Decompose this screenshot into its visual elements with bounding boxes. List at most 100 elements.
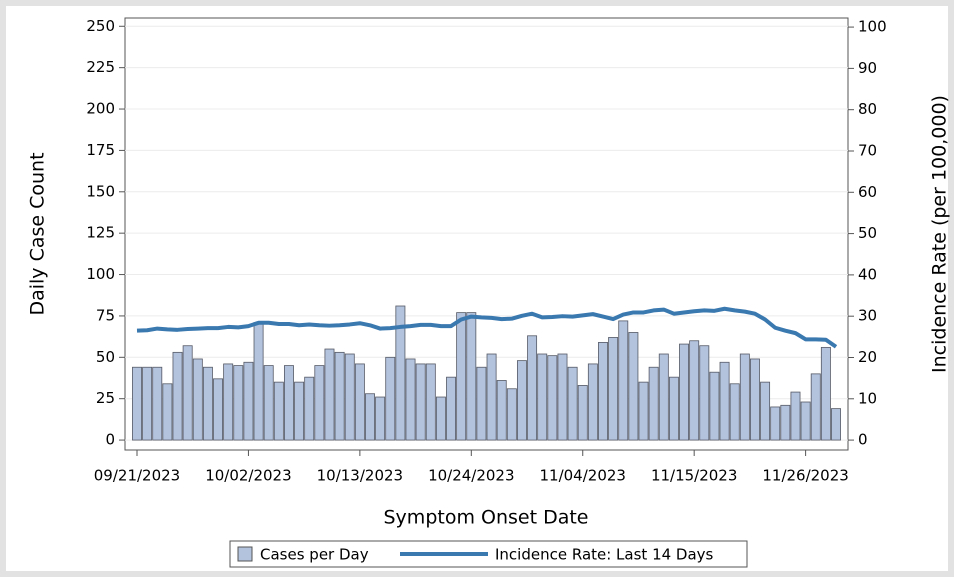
y-tick-label: 200 xyxy=(86,100,115,118)
bar xyxy=(142,366,153,441)
y-tick-label: 0 xyxy=(105,431,115,449)
bar xyxy=(294,381,305,441)
bar xyxy=(679,343,690,441)
bar xyxy=(162,383,173,441)
bar xyxy=(192,358,203,441)
bar xyxy=(314,365,325,441)
bar xyxy=(365,393,375,441)
bar xyxy=(567,366,578,441)
bar xyxy=(527,335,538,441)
bar xyxy=(820,346,831,441)
y2-tick-label: 30 xyxy=(858,307,877,325)
bar xyxy=(223,363,234,441)
y2-tick-label: 40 xyxy=(858,265,877,283)
bar xyxy=(506,388,517,441)
bar xyxy=(638,381,649,441)
y2-tick-label: 90 xyxy=(858,59,877,77)
bar xyxy=(587,363,598,441)
bar xyxy=(466,312,477,441)
bar xyxy=(648,366,659,441)
y2-tick-label: 10 xyxy=(858,389,877,407)
bar xyxy=(182,345,193,441)
bar xyxy=(132,366,142,441)
bar xyxy=(810,373,821,441)
y-tick-label: 25 xyxy=(96,389,115,407)
bar xyxy=(375,396,386,441)
bar xyxy=(689,340,700,441)
y2-tick-label: 100 xyxy=(858,18,887,36)
bar xyxy=(547,355,558,441)
x-tick-label: 10/13/2023 xyxy=(317,467,403,485)
x-tick-label: 11/26/2023 xyxy=(762,467,848,485)
bar xyxy=(263,365,274,441)
bar xyxy=(354,363,365,441)
bar xyxy=(496,380,507,441)
x-tick-label: 09/21/2023 xyxy=(94,467,180,485)
bar xyxy=(172,351,183,441)
bar xyxy=(699,345,710,441)
line xyxy=(136,306,838,349)
y2-tick-label: 80 xyxy=(858,100,877,118)
bar xyxy=(668,376,679,441)
bar xyxy=(385,356,396,441)
x-axis-title: Symptom Onset Date xyxy=(384,507,589,529)
x-tick-label: 11/15/2023 xyxy=(651,467,737,485)
bar xyxy=(557,353,568,441)
bar xyxy=(324,348,335,441)
x-tick-label: 10/02/2023 xyxy=(205,467,291,485)
y2-tick-label: 60 xyxy=(858,183,877,201)
legend-box xyxy=(229,540,748,568)
x-tick-label: 11/04/2023 xyxy=(540,467,626,485)
bar xyxy=(202,366,213,441)
y-tick-label: 100 xyxy=(86,265,115,283)
y2-tick-label: 70 xyxy=(858,141,877,159)
bar xyxy=(344,353,355,441)
bar xyxy=(435,396,446,441)
bar xyxy=(770,406,781,441)
bar xyxy=(608,337,619,441)
bar xyxy=(152,366,163,441)
bar xyxy=(729,383,740,441)
y-tick-label: 175 xyxy=(86,141,115,159)
y2-tick-label: 50 xyxy=(858,224,877,242)
bar xyxy=(598,342,608,441)
legend-swatch xyxy=(237,546,253,562)
bar xyxy=(831,408,841,441)
bar xyxy=(253,322,264,441)
bar xyxy=(233,365,244,441)
bar xyxy=(395,305,406,441)
y-tick-label: 150 xyxy=(86,182,115,200)
y-tick-label: 50 xyxy=(96,348,115,366)
bar xyxy=(456,312,467,441)
y2-tick-label: 0 xyxy=(858,431,868,449)
bar xyxy=(780,404,791,441)
bar xyxy=(739,353,750,441)
y-tick-label: 250 xyxy=(86,17,115,35)
y-tick-label: 75 xyxy=(96,306,115,324)
bar xyxy=(537,353,548,441)
bar xyxy=(628,332,639,441)
bar xyxy=(749,358,760,441)
bar xyxy=(425,363,436,441)
bar xyxy=(486,353,497,441)
bar xyxy=(304,376,315,441)
bar xyxy=(273,381,284,441)
legend-label: Incidence Rate: Last 14 Days xyxy=(495,546,714,564)
bar xyxy=(476,366,487,441)
x-tick-label: 10/24/2023 xyxy=(428,467,514,485)
bar xyxy=(243,361,254,441)
bar xyxy=(283,365,294,441)
bar xyxy=(618,320,629,441)
bar xyxy=(405,358,416,441)
bar xyxy=(790,391,801,441)
y-tick-label: 125 xyxy=(86,224,115,242)
bar xyxy=(446,376,457,441)
bar xyxy=(213,378,224,441)
bar xyxy=(334,351,345,441)
bar xyxy=(577,385,588,441)
bar xyxy=(800,401,811,441)
y-axis-title: Daily Case Count xyxy=(27,152,49,315)
y-tick-label: 225 xyxy=(86,58,115,76)
